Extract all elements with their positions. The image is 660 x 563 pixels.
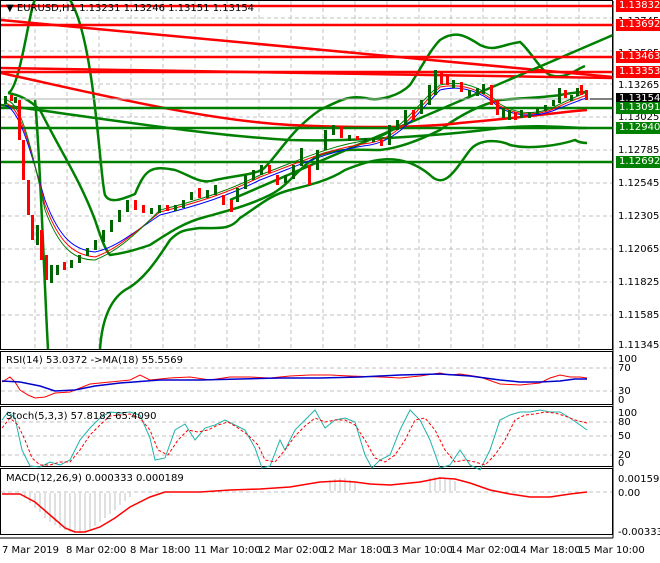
time-tick: 8 Mar 02:00 — [66, 545, 127, 556]
horizontal-levels — [1, 4, 613, 164]
time-tick: 8 Mar 18:00 — [130, 545, 191, 556]
macd-tick: 0.00159 — [618, 474, 660, 485]
candlesticks — [4, 70, 588, 283]
chart-title[interactable]: ▼ EURUSD,H1 1.13231 1.13246 1.13151 1.13… — [6, 3, 254, 14]
macd-pane — [1, 477, 612, 533]
macd-histogram — [24, 477, 456, 533]
rsi-tick: 0 — [618, 395, 625, 406]
support-price-tag: 1.12692 — [616, 156, 660, 168]
resistance-price-tag: 1.13832 — [616, 0, 660, 12]
triangle-down-icon[interactable]: ▼ — [6, 3, 14, 14]
stoch-pane — [1, 409, 612, 471]
rsi-tick: 100 — [618, 354, 638, 365]
time-tick: 13 Mar 10:00 — [386, 545, 453, 556]
main-pane-frame — [0, 0, 613, 350]
rsi-tick: 70 — [618, 363, 631, 374]
stoch-tick: 0 — [618, 458, 625, 469]
symbol-label: EURUSD,H1 — [16, 3, 76, 14]
stoch-tick: 50 — [618, 431, 631, 442]
ma-long-green — [0, 103, 588, 142]
stoch-label: Stoch(5,3,3) 57.8182 65.4090 — [6, 411, 157, 422]
macd-tick: 0.00 — [618, 488, 641, 499]
price-tick: 1.12545 — [618, 178, 660, 189]
price-tick: 1.12305 — [618, 211, 660, 222]
price-tick: 1.13265 — [618, 80, 660, 91]
time-tick: 14 Mar 02:00 — [450, 545, 517, 556]
resistance-price-tag: 1.13692 — [616, 19, 660, 31]
support-price-tag: 1.13091 — [616, 102, 660, 114]
time-tick: 14 Mar 18:00 — [514, 545, 581, 556]
price-tick: 1.12785 — [618, 145, 660, 156]
rsi-label: RSI(14) 53.0372 ->MA(18) 55.5569 — [6, 355, 183, 366]
rsi-pane — [1, 367, 612, 399]
time-tick: 12 Mar 18:00 — [322, 545, 389, 556]
resistance-price-tag: 1.13353 — [616, 66, 660, 78]
price-tick: 1.11345 — [618, 340, 660, 351]
macd-tick: -0.003335 — [618, 527, 660, 538]
time-tick: 12 Mar 02:00 — [258, 545, 325, 556]
main-grid — [1, 1, 612, 349]
descending-trendline — [0, 18, 614, 79]
price-tick: 1.12065 — [618, 244, 660, 255]
price-tick: 1.11825 — [618, 277, 660, 288]
rsi-tick: 30 — [618, 386, 631, 397]
stoch-tick: 80 — [618, 417, 631, 428]
resistance-price-tag: 1.13463 — [616, 51, 660, 63]
time-tick: 7 Mar 2019 — [2, 545, 60, 556]
stoch-tick: 100 — [618, 408, 638, 419]
time-tick: 15 Mar 10:00 — [578, 545, 645, 556]
price-tick: 1.13025 — [618, 112, 660, 123]
ohlc-values: 1.13231 1.13246 1.13151 1.13154 — [79, 3, 255, 14]
macd-pane-frame — [0, 468, 613, 535]
support-price-tag: 1.12940 — [616, 122, 660, 134]
stoch-tick: 20 — [618, 450, 631, 461]
price-tick: 1.11585 — [618, 310, 660, 321]
macd-label: MACD(12,26,9) 0.000333 0.000189 — [6, 473, 184, 484]
time-tick: 11 Mar 10:00 — [194, 545, 261, 556]
